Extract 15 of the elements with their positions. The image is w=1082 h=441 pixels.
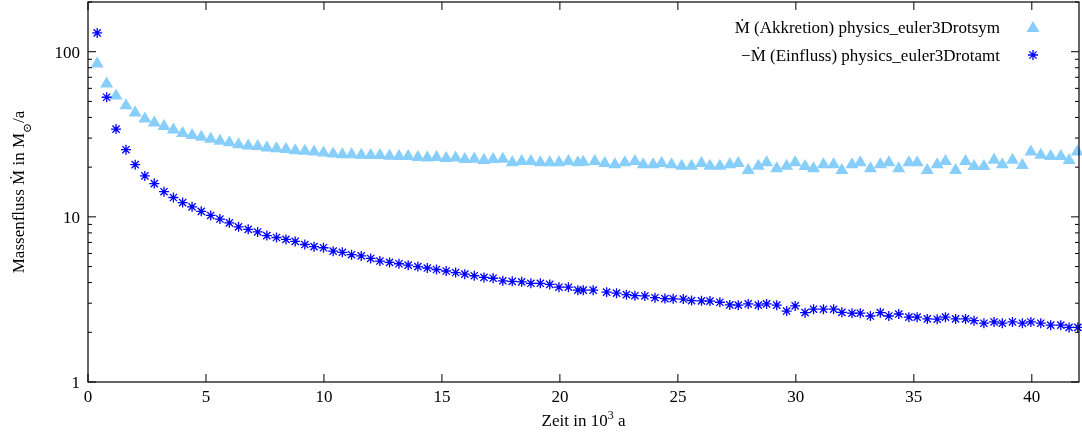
x-tick-label: 5 (201, 387, 211, 406)
legend-label: −Ṁ (Einfluss) physics_euler3Drotamt (741, 45, 1001, 65)
y-tick-label: 100 (54, 42, 80, 62)
y-tick-label: 10 (63, 207, 80, 227)
x-tick-label: 35 (905, 387, 923, 406)
x-tick-label: 15 (433, 387, 451, 406)
x-tick-label: 20 (551, 387, 569, 406)
x-tick-label: 30 (787, 387, 805, 406)
x-tick-label: 40 (1023, 387, 1041, 406)
x-tick-label: 0 (83, 387, 93, 406)
x-tick-label: 10 (315, 387, 333, 406)
x-axis-title: Zeit in 10$^{3}$ a (541, 408, 626, 430)
y-tick-label: 1 (71, 372, 80, 392)
x-tick-label: 25 (669, 387, 687, 406)
legend-label: Ṁ (Akkretion) physics_euler3Drotsym (734, 17, 1000, 37)
